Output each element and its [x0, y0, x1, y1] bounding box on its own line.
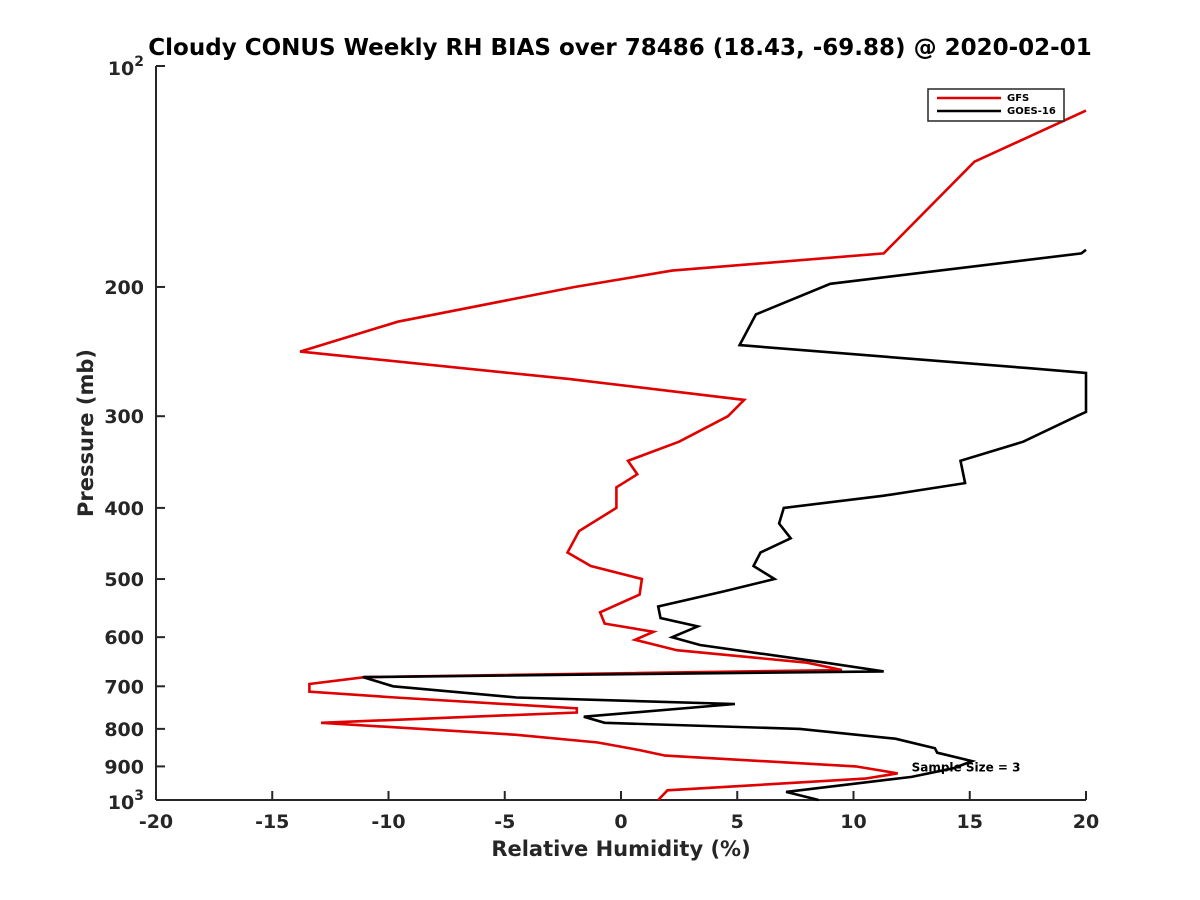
sample-size-annotation: Sample Size = 3: [912, 760, 1021, 774]
y-tick-label: 600: [104, 627, 144, 649]
y-tick-label: 200: [104, 277, 144, 299]
x-tick-label: 20: [1073, 811, 1099, 833]
y-tick-label: 900: [104, 756, 144, 778]
x-tick-label: 5: [731, 811, 744, 833]
legend-label-goes16: GOES-16: [1007, 106, 1056, 117]
plot-area: -20 -15 -10 -5 0 5 10 15 20 200 300 400 500 600 700 80…: [104, 54, 1099, 833]
y-axis-title: Pressure (mb): [74, 349, 98, 517]
x-tick-label: -15: [255, 811, 289, 833]
x-axis-title: Relative Humidity (%): [491, 837, 750, 861]
x-tick-label: -10: [371, 811, 405, 833]
y-decade-label: 103: [108, 788, 144, 814]
series-line-gfs: [299, 109, 1087, 801]
legend-label-gfs: GFS: [1007, 93, 1029, 104]
legend-box: [927, 88, 1065, 122]
y-tick-label: 700: [104, 676, 144, 698]
series-layer: [299, 109, 1088, 802]
legend: GFS GOES-16: [927, 88, 1065, 122]
x-tick-label: 15: [957, 811, 983, 833]
series-line-goes16: [362, 248, 1088, 802]
y-tick-label: 300: [104, 406, 144, 428]
y-ticks: 200 300 400 500 600 700 800 900 102 103: [104, 54, 165, 814]
y-tick-label: 800: [104, 719, 144, 741]
chart-title: Cloudy CONUS Weekly RH BIAS over 78486 (…: [148, 35, 1091, 61]
y-tick-label: 400: [104, 498, 144, 520]
x-ticks: -20 -15 -10 -5 0 5 10 15 20: [139, 791, 1099, 833]
x-tick-label: 0: [614, 811, 627, 833]
x-tick-label: 10: [840, 811, 866, 833]
x-tick-label: -20: [139, 811, 173, 833]
x-tick-label: -5: [494, 811, 515, 833]
y-tick-label: 500: [104, 569, 144, 591]
y-decade-label: 102: [108, 54, 144, 80]
